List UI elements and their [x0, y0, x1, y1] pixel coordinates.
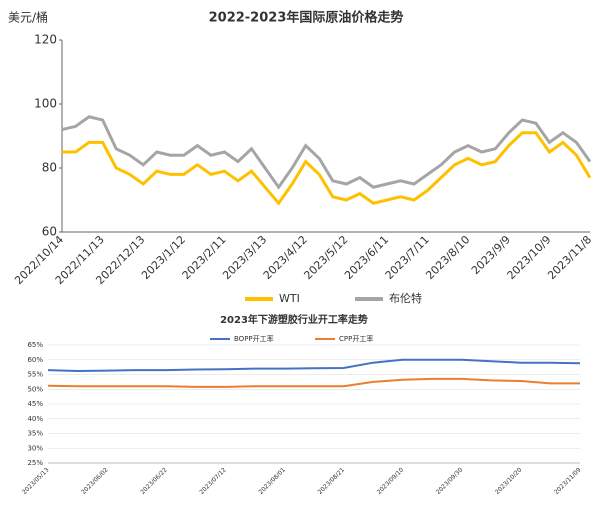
legend-label: WTI [279, 292, 300, 305]
x-tick-label: 2023/08/01 [258, 466, 288, 496]
x-tick-label: 2023/05/13 [21, 466, 51, 496]
y-tick-label: 60 [42, 225, 57, 239]
y-tick-label: 55% [27, 371, 43, 379]
chart-title: 2022-2023年国际原油价格走势 [209, 10, 404, 26]
x-tick-label: 2023/09/30 [435, 466, 465, 496]
legend-label: BOPP开工率 [234, 334, 274, 343]
y-tick-label: 45% [27, 400, 43, 408]
y-axis-label: 美元/桶 [8, 10, 48, 25]
y-tick-label: 100 [34, 97, 57, 111]
y-tick-label: 80 [42, 161, 57, 175]
legend-label: CPP开工率 [339, 334, 373, 343]
data-line [47, 377, 580, 388]
chart-title: 2023年下游塑胶行业开工率走势 [220, 313, 368, 326]
y-tick-label: 120 [34, 33, 57, 47]
x-tick-label: 2023/11/09 [553, 466, 583, 496]
data-line [62, 131, 592, 206]
legend-label: 布伦特 [389, 291, 422, 305]
y-tick-label: 40% [27, 415, 43, 423]
y-tick-label: 65% [27, 341, 43, 349]
x-tick-label: 2023/08/21 [317, 466, 347, 496]
x-tick-label: 2023/06/22 [139, 466, 169, 496]
y-tick-label: 60% [27, 356, 43, 364]
y-tick-label: 25% [27, 459, 43, 467]
data-line [61, 115, 592, 190]
x-tick-label: 2023/8/10 [423, 233, 472, 282]
data-line [47, 358, 581, 372]
y-tick-label: 50% [27, 385, 43, 393]
x-tick-label: 2023/07/12 [198, 466, 228, 496]
x-tick-label: 2023/10/20 [494, 466, 524, 496]
y-tick-label: 30% [27, 444, 43, 452]
x-tick-label: 2023/11/8 [545, 233, 594, 282]
y-tick-label: 35% [27, 430, 43, 438]
x-tick-label: 2023/09/10 [376, 466, 406, 496]
x-tick-label: 2023/06/02 [80, 466, 110, 496]
